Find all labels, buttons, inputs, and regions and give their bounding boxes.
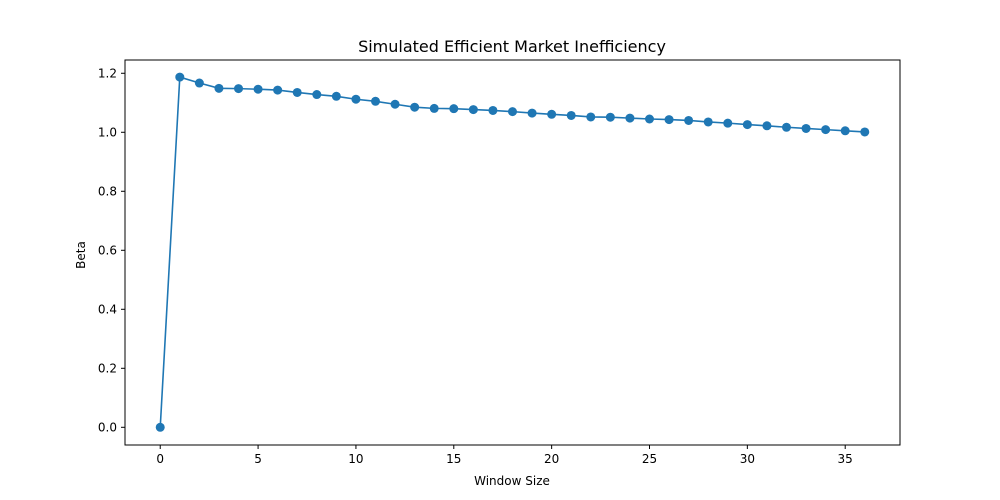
data-point xyxy=(410,102,420,112)
data-point xyxy=(840,126,850,136)
data-point xyxy=(253,84,263,94)
data-point xyxy=(586,112,596,122)
data-point xyxy=(371,96,381,106)
data-point xyxy=(684,115,694,125)
data-point xyxy=(488,105,498,115)
data-point xyxy=(214,83,224,93)
x-tick-label: 30 xyxy=(740,452,755,466)
data-point xyxy=(860,127,870,137)
data-point xyxy=(390,99,400,109)
plot-frame xyxy=(124,59,901,446)
y-tick-label: 0.2 xyxy=(98,361,117,375)
data-point xyxy=(664,115,674,125)
data-point xyxy=(625,113,635,123)
data-point xyxy=(351,94,361,104)
data-point xyxy=(175,72,185,82)
data-point xyxy=(527,108,537,118)
data-point xyxy=(821,125,831,135)
data-point xyxy=(312,90,322,100)
data-point xyxy=(742,120,752,130)
data-point xyxy=(605,112,615,122)
data-point xyxy=(547,109,557,119)
y-tick-label: 1.2 xyxy=(98,66,117,80)
data-point xyxy=(508,107,517,117)
x-tick-label: 5 xyxy=(254,452,262,466)
y-axis: 0.0 0.2 0.4 0.6 0.8 1.0 1.2 xyxy=(98,66,125,434)
data-point xyxy=(723,118,733,128)
data-point xyxy=(273,85,283,95)
data-point xyxy=(331,91,341,101)
data-point xyxy=(781,122,791,132)
x-tick-label: 15 xyxy=(446,452,461,466)
data-point xyxy=(155,422,165,432)
y-tick-label: 0.8 xyxy=(98,184,117,198)
x-tick-label: 0 xyxy=(156,452,164,466)
x-tick-label: 35 xyxy=(838,452,853,466)
chart-title: Simulated Efficient Market Inefficiency xyxy=(358,37,666,56)
y-axis-label: Beta xyxy=(74,241,88,269)
x-tick-label: 25 xyxy=(642,452,657,466)
x-axis-label: Window Size xyxy=(474,474,550,488)
data-point xyxy=(703,117,713,127)
data-point xyxy=(644,114,654,124)
data-point xyxy=(292,87,302,97)
series-layer xyxy=(155,72,870,432)
data-point xyxy=(234,84,244,94)
data-point xyxy=(449,104,459,114)
y-tick-label: 0.0 xyxy=(98,420,117,434)
x-axis: 0 5 10 15 20 25 30 35 xyxy=(156,445,853,466)
data-point xyxy=(762,121,772,131)
data-point xyxy=(566,110,576,120)
data-point xyxy=(429,103,439,113)
y-tick-label: 0.4 xyxy=(98,302,117,316)
data-point xyxy=(468,105,478,115)
x-tick-label: 10 xyxy=(348,452,363,466)
data-point xyxy=(801,123,811,133)
y-tick-label: 0.6 xyxy=(98,243,117,257)
data-point xyxy=(194,78,204,88)
y-tick-label: 1.0 xyxy=(98,125,117,139)
x-tick-label: 20 xyxy=(544,452,559,466)
